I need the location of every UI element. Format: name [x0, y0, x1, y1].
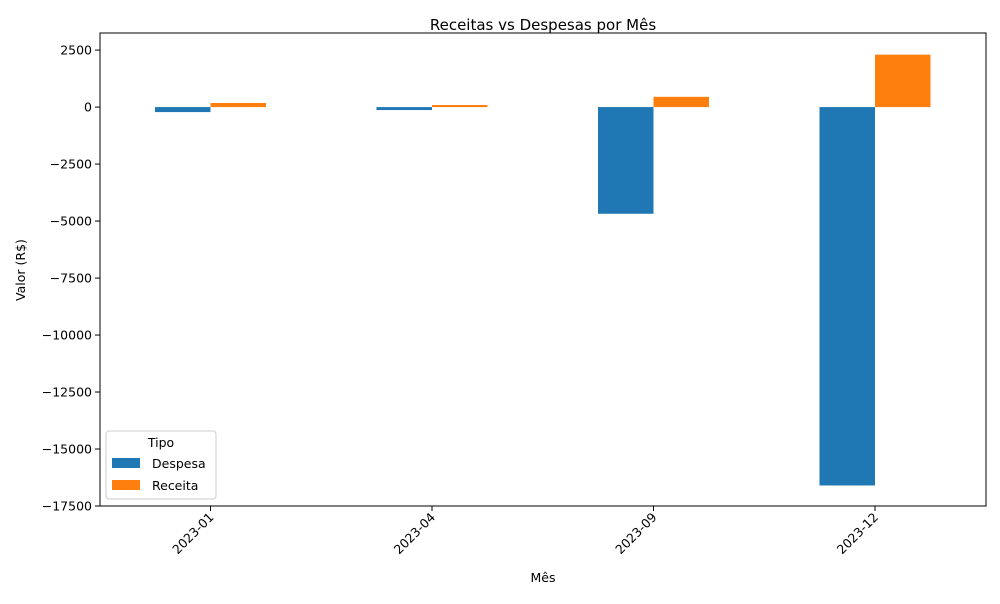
y-tick-label: −10000	[42, 328, 92, 343]
bar-despesa-2023-01	[155, 107, 211, 113]
y-axis: 2500 0 −2500 −5000 −7500 −10000 −12500 −15000 −1…	[42, 43, 100, 514]
bar-despesa-2023-09	[598, 107, 654, 214]
y-tick-label: −2500	[50, 157, 92, 172]
bar-despesa-2023-04	[376, 107, 432, 111]
x-tick-label: 2023-04	[391, 509, 439, 557]
bar-despesa-2023-12	[819, 107, 875, 486]
x-tick-label: 2023-09	[612, 509, 660, 557]
bar-receita-2023-12	[875, 54, 931, 108]
legend-label-despesa: Despesa	[152, 456, 206, 471]
plot-frame	[99, 32, 987, 507]
chart-title: Receitas vs Despesas por Mês	[430, 16, 656, 34]
bars-layer	[155, 54, 931, 486]
bar-receita-2023-04	[432, 105, 488, 108]
y-tick-label: −17500	[42, 499, 92, 514]
legend-label-receita: Receita	[152, 478, 198, 493]
legend: Tipo Despesa Receita	[105, 430, 217, 500]
y-tick-label: −12500	[42, 385, 92, 400]
x-tick-label: 2023-01	[169, 510, 217, 558]
y-axis-label: Valor (R$)	[13, 239, 28, 301]
legend-swatch-receita	[112, 480, 140, 490]
legend-swatch-despesa	[112, 458, 140, 468]
x-axis-label: Mês	[531, 570, 556, 585]
y-tick-label: −7500	[50, 271, 92, 286]
bar-receita-2023-01	[210, 102, 266, 108]
y-tick-label: 0	[84, 100, 92, 115]
legend-title: Tipo	[147, 435, 174, 450]
x-tick-label: 2023-12	[834, 510, 882, 558]
y-tick-label: −5000	[50, 214, 92, 229]
y-tick-label: −15000	[42, 442, 92, 457]
y-tick-label: 2500	[60, 43, 92, 58]
x-axis: 2023-01 2023-04 2023-09 2023-12	[169, 506, 881, 557]
bar-receita-2023-09	[653, 96, 709, 108]
